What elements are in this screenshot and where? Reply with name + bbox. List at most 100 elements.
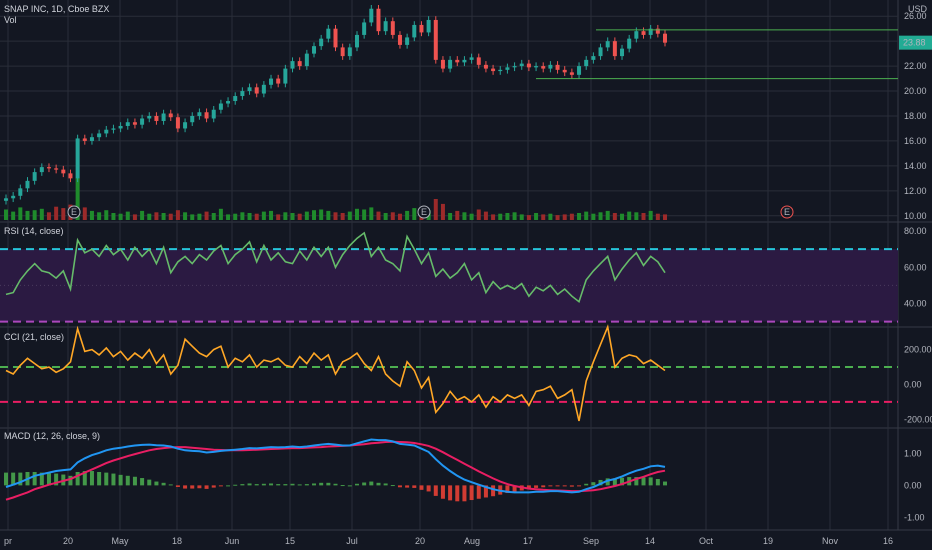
volume-bar[interactable] [634,212,639,220]
volume-bar[interactable] [297,213,302,220]
macd-histogram-bar[interactable] [548,485,553,487]
candle[interactable] [455,59,460,63]
candle[interactable] [46,167,51,169]
macd-histogram-bar[interactable] [648,477,653,486]
macd-histogram-bar[interactable] [369,481,374,486]
earnings-marker[interactable] [780,205,794,219]
macd-histogram-bar[interactable] [634,477,639,486]
macd-histogram-bar[interactable] [612,478,617,486]
candle[interactable] [369,8,374,23]
macd-histogram-bar[interactable] [297,484,302,486]
volume-bar[interactable] [405,210,410,220]
candle[interactable] [569,72,574,75]
macd-pane[interactable]: 1.00 0.00 -1.00 [4,438,925,523]
candle[interactable] [426,19,431,33]
macd-histogram-bar[interactable] [584,483,589,486]
candle[interactable] [97,133,102,138]
candle[interactable] [25,180,30,189]
cci-pane[interactable]: 200.00 0.00 -200.00 [0,324,932,424]
candle[interactable] [354,34,359,48]
volume-bar[interactable] [312,210,317,220]
candle[interactable] [648,28,653,35]
volume-bar[interactable] [548,213,553,220]
macd-histogram-bar[interactable] [362,482,367,486]
candle[interactable] [226,101,231,104]
candle[interactable] [290,61,295,69]
candle[interactable] [534,66,539,68]
volume-bar[interactable] [147,213,152,220]
volume-bar[interactable] [89,210,94,220]
candle[interactable] [605,41,610,48]
candle[interactable] [312,46,317,54]
cci-title[interactable]: CCI (21, close) [4,332,64,342]
volume-bar[interactable] [369,207,374,220]
candle[interactable] [498,69,503,72]
candle[interactable] [340,47,345,57]
macd-histogram-bar[interactable] [140,478,145,486]
volume-bar[interactable] [154,212,159,220]
macd-histogram-bar[interactable] [562,485,567,487]
macd-histogram-bar[interactable] [261,483,266,486]
rsi-pane[interactable]: 80.00 60.00 40.00 [0,226,927,323]
candle[interactable] [512,66,517,68]
candle[interactable] [218,103,223,110]
volume-bar[interactable] [32,210,37,220]
earnings-marker[interactable] [417,205,431,219]
volume-bar[interactable] [612,213,617,220]
macd-histogram-bar[interactable] [233,484,238,486]
candle[interactable] [190,115,195,123]
volume-bar[interactable] [655,213,660,220]
candle[interactable] [612,41,617,57]
macd-histogram-bar[interactable] [469,485,474,501]
macd-histogram-bar[interactable] [104,472,109,486]
candle[interactable] [269,78,274,85]
macd-histogram-bar[interactable] [111,473,116,486]
candle[interactable] [276,78,281,84]
volume-bar[interactable] [333,212,338,220]
candle[interactable] [491,68,496,72]
volume-bar[interactable] [562,214,567,220]
candle[interactable] [197,112,202,116]
volume-bar[interactable] [541,214,546,220]
candle[interactable] [39,167,44,173]
macd-histogram-bar[interactable] [254,484,259,486]
volume-bar[interactable] [175,210,180,220]
macd-histogram-bar[interactable] [132,476,137,486]
volume-bar[interactable] [598,212,603,220]
candle[interactable] [333,28,338,48]
volume-bar[interactable] [491,214,496,220]
volume-bar[interactable] [204,211,209,220]
candle[interactable] [254,87,259,94]
macd-histogram-bar[interactable] [569,485,574,487]
rsi-title[interactable]: RSI (14, close) [4,226,64,236]
macd-histogram-bar[interactable] [405,485,410,488]
macd-histogram-bar[interactable] [526,485,531,490]
volume-bar[interactable] [569,213,574,220]
candle[interactable] [483,64,488,69]
macd-histogram-bar[interactable] [204,485,209,489]
macd-histogram-bar[interactable] [440,485,445,499]
macd-histogram-bar[interactable] [541,485,546,488]
candle[interactable] [383,21,388,32]
macd-histogram-bar[interactable] [183,485,188,489]
volume-bar[interactable] [54,206,59,220]
macd-histogram-bar[interactable] [304,484,309,486]
volume-bar[interactable] [519,214,524,220]
volume-bar[interactable] [512,212,517,220]
candle[interactable] [240,91,245,97]
macd-histogram-bar[interactable] [89,471,94,486]
candle[interactable] [11,195,16,199]
symbol-title[interactable]: SNAP INC, 1D, Cboe BZX [4,4,109,14]
macd-histogram-bar[interactable] [39,472,44,486]
candle[interactable] [663,33,667,43]
macd-title[interactable]: MACD (12, 26, close, 9) [4,431,100,441]
volume-bar[interactable] [498,213,503,220]
macd-histogram-bar[interactable] [476,485,481,499]
candle[interactable] [655,28,660,34]
candle[interactable] [326,28,331,39]
volume-bar[interactable] [319,209,324,221]
macd-histogram-bar[interactable] [591,482,596,486]
candle[interactable] [519,63,524,67]
macd-histogram-bar[interactable] [419,485,424,490]
